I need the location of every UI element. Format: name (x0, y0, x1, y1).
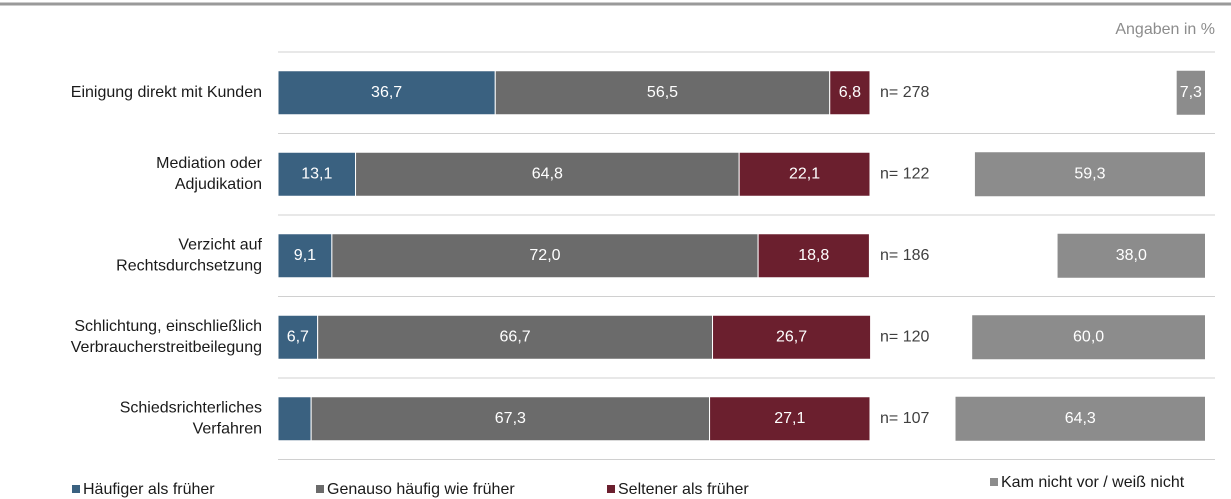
value-label: 72,0 (529, 247, 560, 264)
value-label: 67,3 (495, 410, 526, 427)
legend-swatch (316, 485, 324, 493)
side-value-label: 64,3 (1065, 410, 1096, 427)
bar-segment (712, 314, 872, 360)
category-label: Adjudikation (175, 176, 262, 193)
value-label: 66,7 (500, 328, 531, 345)
value-label: 6,8 (839, 84, 861, 101)
value-label: 18,8 (798, 247, 829, 264)
bar-segment (738, 151, 871, 197)
value-label: 64,8 (532, 165, 563, 182)
bar-segment (277, 151, 357, 197)
legend-swatch (990, 478, 998, 486)
side-bar (1057, 233, 1205, 278)
legend-label: Genauso häufig wie früher (327, 481, 515, 498)
category-label: Verzicht auf (178, 236, 262, 253)
side-bar (974, 152, 1205, 197)
legend-label: Häufiger als früher (83, 481, 215, 498)
bar-segment (494, 70, 831, 116)
value-label: 27,1 (774, 410, 805, 427)
value-label: 36,7 (371, 84, 402, 101)
side-value-label: 38,0 (1116, 247, 1147, 264)
legend-swatch (607, 485, 615, 493)
category-label: Einigung direkt mit Kunden (71, 84, 262, 101)
category-label: Mediation oder (156, 155, 263, 172)
n-label: n= 186 (880, 247, 929, 264)
bar-segment (757, 233, 870, 279)
n-label: n= 120 (880, 328, 929, 345)
side-bar (972, 315, 1205, 360)
unit-note: Angaben in % (1115, 21, 1215, 38)
value-label: 9,1 (294, 247, 316, 264)
side-bar (1176, 70, 1205, 115)
bar-segment (277, 396, 312, 442)
side-value-label: 59,3 (1074, 165, 1105, 182)
side-bar (955, 396, 1205, 441)
n-label: n= 107 (880, 410, 929, 427)
bar-segment (355, 151, 740, 197)
legend-swatch (72, 485, 80, 493)
bar-segment (277, 233, 333, 279)
value-label: 22,1 (789, 165, 820, 182)
n-label: n= 122 (880, 165, 929, 182)
value-label: 26,7 (776, 328, 807, 345)
bar-segment (829, 70, 871, 116)
category-label: Verfahren (193, 420, 262, 437)
side-value-label: 7,3 (1180, 84, 1202, 101)
bar-segment (709, 396, 871, 442)
side-value-label: 60,0 (1073, 328, 1104, 345)
value-label: 56,5 (647, 84, 678, 101)
value-label: 13,1 (301, 165, 332, 182)
category-label: Verbraucherstreitbeilegung (71, 339, 262, 356)
bar-segment (277, 70, 496, 116)
legend-label: Kam nicht vor / weiß nicht (1001, 474, 1185, 491)
category-label: Schlichtung, einschließlich (74, 318, 262, 335)
category-label: Rechtsdurchsetzung (116, 257, 262, 274)
category-label: Schiedsrichterliches (120, 399, 262, 416)
n-label: n= 278 (880, 84, 929, 101)
value-label: 6,7 (287, 328, 309, 345)
legend-label: Seltener als früher (618, 481, 749, 498)
bar-segment (317, 314, 714, 360)
bar-segment (277, 314, 319, 360)
